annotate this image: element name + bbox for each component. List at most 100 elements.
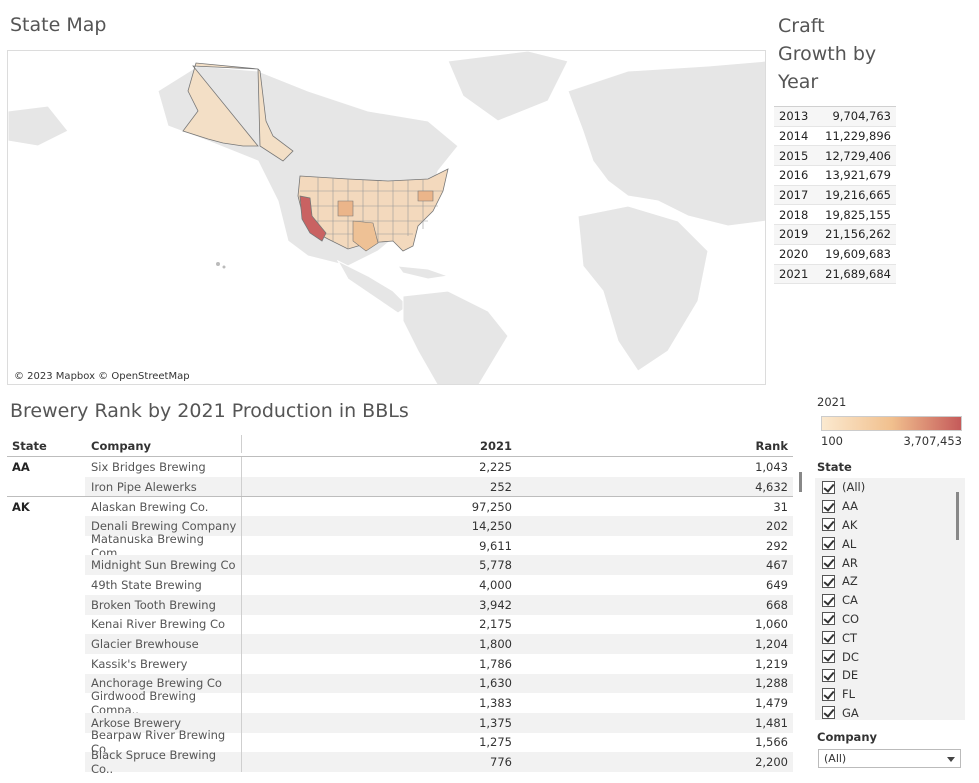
cell-state: AA [12, 459, 30, 474]
state-filter-item[interactable]: FL [815, 685, 965, 704]
checkbox-checked-icon[interactable] [822, 593, 835, 607]
checkbox-checked-icon[interactable] [822, 537, 835, 551]
checkbox-checked-icon[interactable] [822, 518, 835, 532]
growth-row[interactable]: 2013 9,704,763 [774, 107, 896, 127]
table-row[interactable]: Iron Pipe Alewerks 252 4,632 [7, 476, 793, 497]
rank-scrollbar[interactable] [797, 472, 805, 772]
checkbox-checked-icon[interactable] [822, 574, 835, 588]
cell-state: AK [12, 499, 30, 514]
growth-row[interactable]: 2018 19,825,155 [774, 205, 896, 226]
state-filter-list[interactable]: (All) AA AK AL AR AZ CA CO CT DC DE FL GA [815, 478, 965, 720]
state-filter-label: CA [842, 593, 858, 608]
company-filter-select[interactable]: (All) [818, 749, 961, 768]
table-row[interactable]: Girdwood Brewing Compa.. 1,383 1,479 [7, 689, 793, 717]
cell-company: Matanuska Brewing Com.. [85, 532, 242, 560]
cell-2021: 776 [242, 752, 515, 772]
growth-row[interactable]: 2021 21,689,684 [774, 264, 896, 285]
table-row[interactable]: Denali Brewing Company 14,250 202 [7, 516, 793, 536]
texas-state [352, 220, 379, 252]
table-row[interactable]: AK Alaskan Brewing Co. 97,250 31 [7, 496, 793, 517]
rank-table[interactable]: State Company 2021 Rank AA Six Bridges Br… [7, 435, 793, 775]
state-filter-label: (All) [842, 480, 866, 495]
state-filter-label: FL [842, 687, 856, 702]
checkbox-checked-icon[interactable] [822, 687, 835, 701]
state-filter-item[interactable]: CA [815, 591, 965, 610]
growth-value: 9,704,763 [832, 109, 891, 124]
state-filter-item[interactable]: CO [815, 610, 965, 629]
cell-company: Six Bridges Brewing [85, 457, 242, 477]
table-row[interactable]: Arkose Brewery 1,375 1,481 [7, 712, 793, 733]
growth-row[interactable]: 2015 12,729,406 [774, 146, 896, 167]
africa-land [577, 205, 709, 372]
state-filter-item[interactable]: AA [815, 497, 965, 516]
growth-row[interactable]: 2020 19,609,683 [774, 245, 896, 265]
checkbox-checked-icon[interactable] [822, 631, 835, 645]
greenland-land [447, 51, 569, 122]
state-map[interactable]: © 2023 Mapbox © OpenStreetMap [7, 50, 766, 385]
checkbox-checked-icon[interactable] [822, 556, 835, 570]
table-row[interactable]: Anchorage Brewing Co 1,630 1,288 [7, 673, 793, 694]
checkbox-checked-icon[interactable] [822, 612, 835, 626]
cell-company: Black Spruce Brewing Co.. [85, 748, 242, 775]
table-row[interactable]: Black Spruce Brewing Co.. 776 2,200 [7, 748, 793, 775]
cell-company: Arkose Brewery [85, 712, 242, 733]
rank-table-body: AA Six Bridges Brewing 2,225 1,043 Iron Pipe… [7, 457, 793, 775]
cell-company: Alaskan Brewing Co. [85, 497, 242, 517]
cell-2021: 252 [242, 476, 515, 497]
growth-row[interactable]: 2016 13,921,679 [774, 166, 896, 186]
growth-year: 2017 [779, 188, 809, 203]
growth-row[interactable]: 2014 11,229,896 [774, 127, 896, 147]
header-company[interactable]: Company [85, 435, 242, 453]
header-2021[interactable]: 2021 [479, 439, 512, 453]
growth-table: 2013 9,704,763 2014 11,229,896 2015 12,729,40… [774, 106, 896, 285]
header-state[interactable]: State [12, 439, 47, 453]
caribbean-land [396, 265, 449, 280]
state-filter-scrollbar[interactable] [956, 492, 959, 540]
legend-min: 100 [821, 434, 843, 448]
company-filter-value: (All) [824, 752, 847, 765]
rank-title: Brewery Rank by 2021 Production in BBLs [10, 400, 409, 422]
cell-company: Anchorage Brewing Co [85, 673, 242, 694]
state-filter-item[interactable]: GA [815, 704, 965, 720]
cell-rank: 202 [515, 516, 793, 536]
table-row[interactable]: Bearpaw River Brewing Co 1,275 1,566 [7, 728, 793, 756]
table-row[interactable]: Midnight Sun Brewing Co 5,778 467 [7, 555, 793, 576]
state-filter-item[interactable]: AZ [815, 572, 965, 591]
state-filter-item[interactable]: DE [815, 666, 965, 685]
checkbox-checked-icon[interactable] [822, 706, 835, 720]
checkbox-checked-icon[interactable] [822, 650, 835, 664]
growth-year: 2019 [779, 227, 809, 242]
checkbox-checked-icon[interactable] [822, 499, 835, 513]
cell-rank: 649 [766, 577, 788, 592]
growth-row[interactable]: 2017 19,216,665 [774, 185, 896, 206]
cell-2021: 97,250 [471, 499, 512, 514]
state-filter-label: AA [842, 499, 859, 514]
cell-company: Girdwood Brewing Compa.. [85, 689, 242, 717]
california-state [299, 195, 327, 242]
table-row[interactable]: AA Six Bridges Brewing 2,225 1,043 [7, 457, 793, 477]
checkbox-checked-icon[interactable] [822, 480, 835, 494]
chevron-down-icon[interactable] [947, 757, 955, 762]
table-row[interactable]: Matanuska Brewing Com.. 9,611 292 [7, 532, 793, 560]
table-row[interactable]: Kenai River Brewing Co 2,175 1,060 [7, 614, 793, 635]
state-filter-item[interactable]: AR [815, 553, 965, 572]
rank-scroll-thumb[interactable] [799, 472, 802, 492]
table-row[interactable]: 49th State Brewing 4,000 649 [7, 575, 793, 595]
cell-2021: 1,375 [242, 712, 515, 733]
state-filter-item[interactable]: (All) [815, 478, 965, 497]
cell-rank: 1,219 [755, 656, 788, 671]
growth-value: 19,216,665 [825, 188, 891, 203]
table-row[interactable]: Broken Tooth Brewing 3,942 668 [7, 594, 793, 615]
state-filter-label: DC [842, 649, 859, 664]
growth-row[interactable]: 2019 21,156,262 [774, 225, 896, 245]
header-rank[interactable]: Rank [755, 439, 788, 453]
map-credit[interactable]: © 2023 Mapbox © OpenStreetMap [12, 371, 192, 382]
state-filter-item[interactable]: CT [815, 628, 965, 647]
table-row[interactable]: Glacier Brewhouse 1,800 1,204 [7, 634, 793, 654]
state-filter-item[interactable]: DC [815, 647, 965, 666]
table-row[interactable]: Kassik's Brewery 1,786 1,219 [7, 653, 793, 674]
state-filter-item[interactable]: AK [815, 516, 965, 535]
state-filter-item[interactable]: AL [815, 534, 965, 553]
growth-value: 21,689,684 [825, 266, 891, 281]
checkbox-checked-icon[interactable] [822, 668, 835, 682]
